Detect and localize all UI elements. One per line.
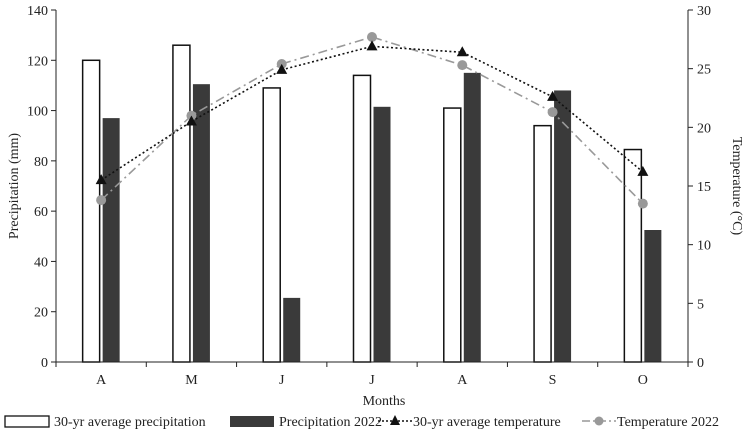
point-30-yr-average-temperature [366, 40, 378, 51]
y-axis-title-left: Precipitation (mm) [7, 133, 22, 239]
point-30-yr-average-temperature [95, 174, 107, 185]
y-tick-label-right: 15 [697, 180, 711, 195]
y-tick-label-right: 5 [697, 297, 704, 312]
point-30-yr-average-temperature [185, 115, 197, 126]
x-tick-label: O [638, 373, 648, 388]
bar-precipitation-2022 [644, 230, 662, 362]
y-axis-title-right: Temperature (°C) [729, 137, 744, 236]
y-tick-label-right: 10 [697, 239, 711, 254]
y-tick-label-right: 30 [697, 4, 711, 19]
point-temperature-2022 [457, 60, 468, 71]
y-tick-label-left: 20 [34, 306, 48, 321]
legend-swatch-filled-bar [230, 416, 274, 427]
point-temperature-2022 [547, 107, 558, 118]
y-tick-label-right: 0 [697, 356, 704, 371]
y-tick-label-left: 40 [34, 255, 48, 270]
legend-circle-marker [594, 416, 604, 426]
x-tick-label: J [369, 373, 375, 388]
point-temperature-2022 [637, 198, 648, 209]
x-tick-label: M [185, 373, 198, 388]
bar-precipitation-2022 [554, 90, 572, 362]
bar-30yr-avg-precipitation [172, 44, 191, 363]
y-tick-label-right: 20 [697, 121, 711, 136]
point-30-yr-average-temperature [276, 63, 288, 74]
legend-item-30yr-precip: 30-yr average precipitation [4, 415, 206, 430]
bar-precipitation-2022 [192, 84, 210, 363]
point-temperature-2022 [367, 31, 377, 42]
legend-item-precip-2022: Precipitation 2022 [230, 415, 382, 430]
bar-precipitation-2022 [463, 72, 481, 362]
legend-item-temp-2022: Temperature 2022 [582, 415, 719, 430]
point-30-yr-average-temperature [637, 165, 649, 176]
y-tick-label-left: 140 [27, 4, 48, 19]
y-tick-label-left: 100 [27, 105, 48, 120]
y-tick-label-left: 60 [34, 205, 48, 220]
point-temperature-2022 [96, 195, 107, 206]
bar-30yr-avg-precipitation [443, 107, 462, 363]
legend-label: 30-yr average precipitation [54, 415, 206, 430]
y-tick-label-left: 120 [27, 54, 48, 69]
x-axis-title: Months [363, 394, 406, 409]
legend-label: 30-yr average temperature [413, 415, 561, 430]
legend-triangle-marker [390, 415, 400, 425]
legend-label: Temperature 2022 [617, 415, 719, 430]
x-tick-label: A [457, 373, 468, 388]
lines-layer [95, 31, 649, 209]
bar-precipitation-2022 [102, 118, 120, 362]
bar-precipitation-2022 [283, 297, 301, 362]
legend-item-30yr-temp: 30-yr average temperature [378, 415, 561, 430]
bar-30yr-avg-precipitation [533, 124, 552, 363]
y-tick-label-left: 80 [34, 155, 48, 170]
legend-swatch-hollow-bar [4, 415, 50, 428]
x-tick-label: J [279, 373, 285, 388]
bar-30yr-avg-precipitation [262, 87, 281, 363]
y-tick-label-left: 0 [41, 356, 48, 371]
bar-30yr-avg-precipitation [81, 59, 101, 363]
point-30-yr-average-temperature [456, 46, 468, 57]
x-tick-label: A [96, 373, 107, 388]
legend-label: Precipitation 2022 [279, 415, 382, 430]
bar-precipitation-2022 [373, 106, 391, 362]
bar-30yr-avg-precipitation [352, 74, 372, 363]
y-tick-label-right: 25 [697, 63, 711, 78]
axes-layer: 0 20 40 60 80 100 120 140 0 5 10 15 20 25 30 A M J J A S O [27, 4, 711, 388]
bars-layer [81, 44, 662, 363]
point-30-yr-average-temperature [547, 90, 559, 101]
x-tick-label: S [549, 373, 557, 388]
legend: 30-yr average precipitation Precipitatio… [4, 415, 719, 430]
bar-30yr-avg-precipitation [623, 148, 643, 363]
